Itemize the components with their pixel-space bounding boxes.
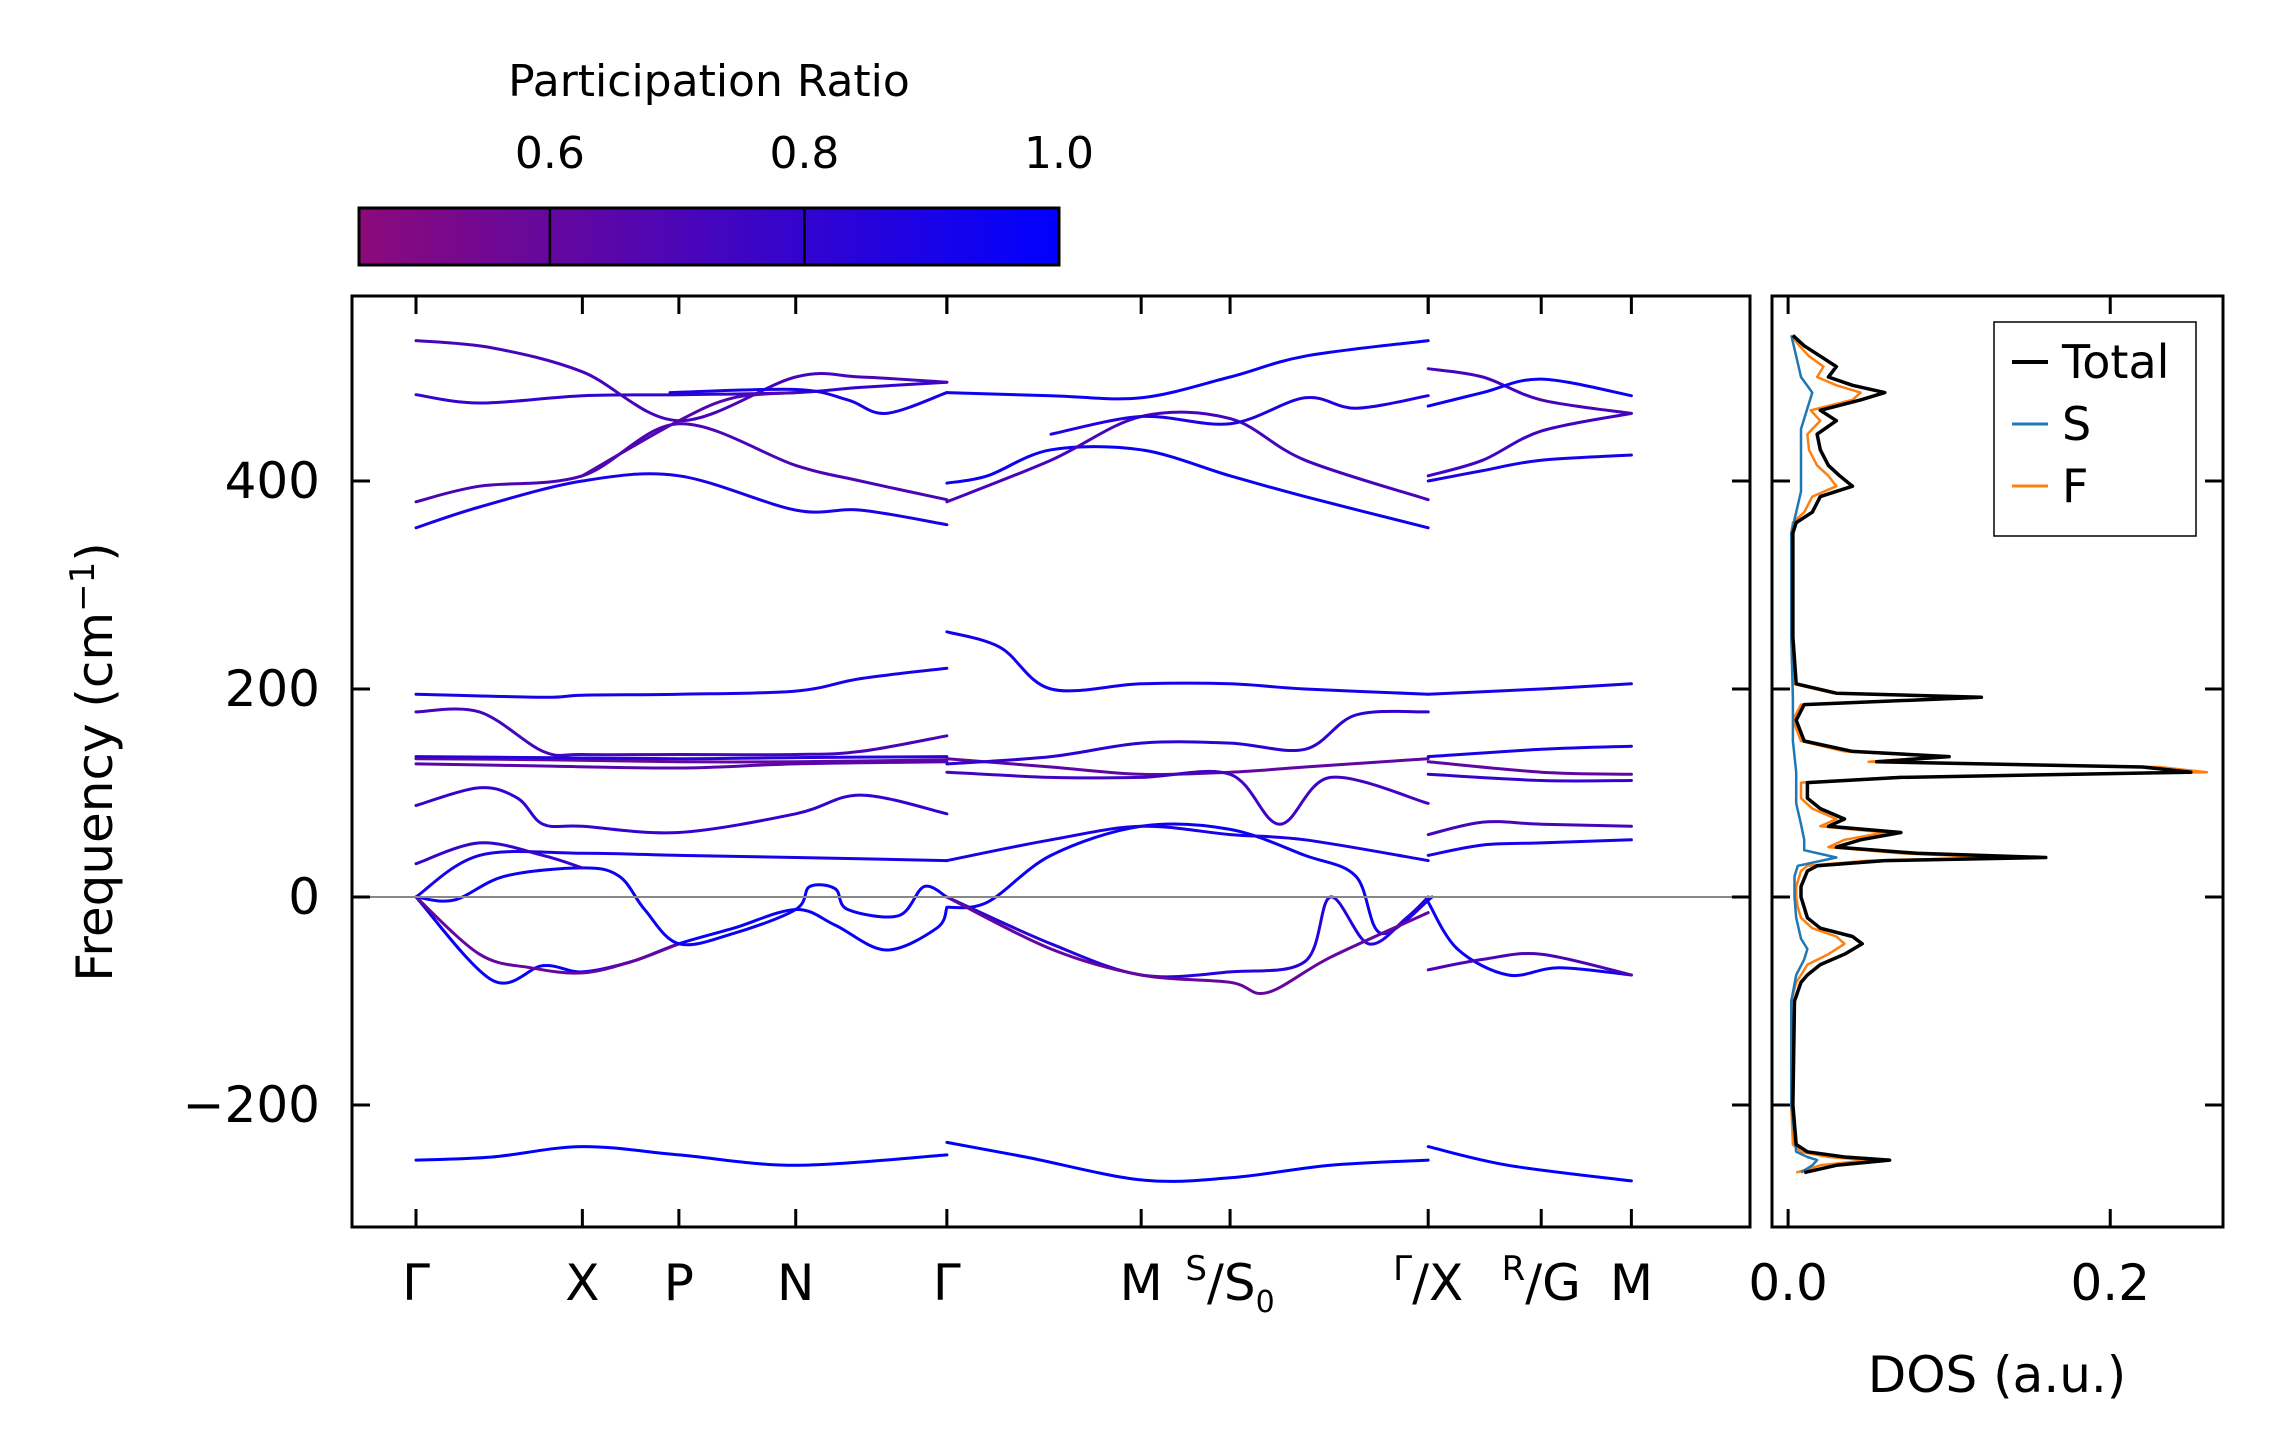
kpoint-label-gamma1: Γ [402,1254,430,1312]
legend-label-s: S [2062,397,2091,451]
colorbar-tick-label-0: 0.6 [515,128,585,179]
band-line-b1-0 [414,1145,949,1167]
band-line-b20 [945,895,1430,979]
colorbar-gradient [357,206,1061,267]
band-line-b21 [945,895,1430,996]
ylabel-tail: ) [66,542,124,562]
band-line-b9 [414,666,949,699]
dos-line-s [1790,335,1838,1174]
band-line-b4 [414,866,949,947]
band-line-b34 [1426,820,1633,837]
band-line-b18 [668,387,949,415]
band-line-b2 [414,895,949,985]
kpoint-label-gamma2: Γ [933,1254,961,1312]
svg-text:Frequency (cm−1): Frequency (cm−1) [63,542,124,982]
kpoint-label-pre-rg: R [1502,1249,1526,1289]
band-line-b39 [1426,411,1633,478]
kpoint-label-rg: R/G [1502,1249,1581,1312]
kpoint-label-pre-s: S [1185,1249,1207,1289]
dos-legend: Total SF [1993,321,2197,537]
legend-label-total: Total [2061,335,2169,389]
dos-plot-frame [1770,294,2225,1229]
band-line-b12 [414,755,949,761]
band-line-b3 [414,895,681,975]
band-line-b14 [414,472,949,530]
kpoint-label-pre-gx: Γ [1393,1249,1412,1289]
dos-xtick-label-1: 0.2 [2070,1254,2150,1312]
band-line-b42 [1426,377,1633,408]
ylabel-superscript: −1 [63,562,103,612]
band-line-b8 [414,707,949,757]
band-line-b7 [414,786,949,835]
band-line-b40 [1426,453,1633,483]
kpoint-label-gx: Γ/X [1393,1249,1463,1312]
band-line-b31 [1426,900,1633,978]
ytick-label-1: 0 [288,868,320,926]
y-axis-label: Frequency (cm−1) [63,542,124,982]
band-lines [414,339,1633,1183]
band-line-b23 [945,630,1430,696]
band-line-b10 [414,757,949,764]
band-line-b1-2 [1426,1145,1633,1183]
ytick-label-2: 200 [225,660,320,718]
colorbar-ticks: 0.6 0.8 1.0 [515,128,1094,265]
kpoint-label-main-s: /S [1207,1254,1256,1312]
kpoint-label-s: S/S0 [1185,1249,1274,1320]
dos-xlabel: DOS (a.u.) [1868,1346,2127,1404]
kpoint-label-main-rg: /G [1525,1254,1581,1312]
dos-lines [1790,334,2209,1175]
band-line-b30 [1049,394,1430,436]
band-line-b36 [1426,760,1633,776]
colorbar-tick-label-1: 0.8 [769,128,839,179]
band-line-b33 [1426,838,1633,857]
colorbar-tick-label-2: 1.0 [1024,128,1094,179]
ytick-label-0: −200 [183,1076,320,1134]
band-line-b38 [1426,744,1633,759]
band-line-b32 [1426,952,1633,977]
band-line-b5 [414,850,949,899]
kpoint-label-m2: M [1610,1254,1653,1312]
kpoint-label-m1: M [1120,1254,1163,1312]
kpoint-label-main-gx: /X [1412,1254,1463,1312]
band-line-b26 [945,769,1430,826]
band-line-b37 [1426,772,1633,783]
kpoint-label-p: P [664,1254,694,1312]
band-line-b27 [945,445,1430,530]
colorbar-title: Participation Ratio [508,56,910,107]
kpoint-label-sub-s: 0 [1256,1285,1275,1320]
band-line-b6 [414,841,584,870]
dos-xtick-label-0: 0.0 [1748,1254,1828,1312]
dos-plot: 0.0 0.2 DOS (a.u.) Total SF [1748,294,2225,1404]
band-line-b41 [1426,367,1633,415]
band-line-b13 [414,422,949,504]
band-line-b19 [945,822,1434,935]
dos-axes: 0.0 0.2 [1748,296,2223,1312]
band-line-b28 [945,410,1430,504]
dos-line-total [1791,334,2193,1175]
band-line-b22 [945,824,1430,863]
kpoint-label-x: X [565,1254,599,1312]
band-line-b15 [414,380,949,405]
colorbar: Participation Ratio 0.6 0.8 1.0 [357,56,1094,267]
kpoint-label-n: N [777,1254,814,1312]
ylabel-base: Frequency (cm [66,612,124,982]
band-line-b35 [1426,682,1633,696]
ytick-label-3: 400 [225,452,320,510]
legend-label-f: F [2062,459,2088,513]
legend-frame [1993,321,2197,537]
band-line-b25 [945,709,1430,766]
band-line-b11 [414,760,949,770]
band-line-b1-1 [945,1140,1430,1183]
band-plot-frame [350,294,1752,1229]
band-line-b17 [580,391,798,478]
band-line-b29 [945,339,1430,401]
